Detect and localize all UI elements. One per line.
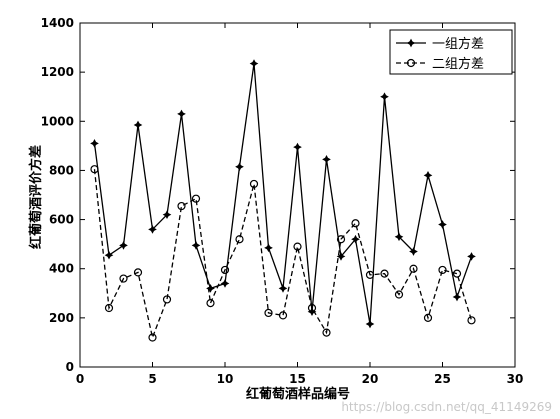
series-1-point-8 [191, 241, 201, 250]
series-1-point-13 [264, 243, 273, 253]
series-1 [90, 59, 476, 329]
series-2-point-27 [467, 316, 476, 325]
x-tick-label-2: 10 [217, 372, 234, 386]
series-1-point-12 [249, 59, 259, 68]
series-1-point-24 [423, 170, 433, 180]
series-1-point-27 [467, 252, 476, 261]
series-2-point-4 [133, 268, 143, 277]
x-tick-label-0: 0 [76, 372, 84, 386]
y-tick-label-0: 0 [66, 360, 74, 374]
series-2-point-9 [206, 299, 215, 308]
series-1-point-11 [235, 162, 244, 172]
x-tick-label-1: 5 [148, 372, 156, 386]
x-tick-label-6: 30 [507, 372, 524, 386]
series-2-point-20 [365, 270, 375, 279]
series-1-point-3 [119, 241, 128, 250]
x-tick-label-5: 25 [434, 372, 451, 386]
series-2-point-8 [191, 194, 201, 203]
series-2-point-11 [235, 235, 244, 244]
x-axis-title: 红葡萄酒样品编号 [246, 386, 350, 402]
series-1-point-17 [322, 155, 331, 164]
y-tick-label-7: 1400 [41, 16, 74, 30]
y-tick-label-3: 600 [49, 213, 74, 227]
series-2-point-21 [380, 269, 389, 278]
y-tick-label-5: 1000 [41, 114, 74, 128]
legend-marker-2 [406, 58, 416, 68]
series-1-point-25 [438, 220, 447, 229]
series-1-point-22 [394, 232, 404, 242]
legend-label-2: 二组方差 [432, 56, 484, 72]
y-tick-label-4: 800 [49, 163, 74, 177]
x-tick-label-3: 15 [289, 372, 306, 386]
series-2-point-6 [162, 295, 172, 304]
y-tick-label-6: 1200 [41, 65, 74, 79]
series-2-point-15 [293, 242, 302, 251]
series-1-point-6 [162, 210, 172, 220]
series-2-point-19 [351, 219, 360, 228]
series-1-point-4 [133, 120, 143, 130]
series-2-point-18 [336, 235, 346, 244]
series-2-point-25 [438, 265, 447, 275]
series-1-point-5 [148, 225, 157, 234]
axes: 0 5 10 15 20 25 30 0 200 400 600 800 1000 1200 1400 [41, 16, 524, 386]
series-2-point-26 [452, 269, 462, 278]
series-2-point-22 [394, 290, 404, 299]
legend-label-1: 一组方差 [432, 36, 484, 52]
series-2-point-16 [307, 303, 317, 313]
series-1-point-7 [177, 109, 186, 119]
series-2-point-13 [264, 308, 273, 318]
series-2-point-5 [148, 333, 157, 342]
watermark: https://blog.csdn.net/qq_41149269 [341, 400, 552, 414]
series-2-point-2 [104, 303, 114, 313]
series-1-point-15 [293, 142, 302, 152]
legend-marker-1 [406, 38, 416, 48]
series-1-point-23 [409, 247, 418, 256]
plot-area [79, 22, 516, 368]
series-2-point-7 [177, 201, 186, 211]
series-1-point-14 [278, 284, 288, 293]
series-group [90, 59, 476, 342]
series-1-point-26 [452, 292, 462, 302]
series-2-point-1 [90, 165, 99, 174]
series-1-point-2 [104, 250, 114, 260]
y-tick-label-1: 200 [49, 311, 74, 325]
series-1-point-21 [380, 92, 389, 102]
series-1-point-19 [351, 234, 360, 244]
series-2 [90, 165, 476, 342]
series-2-point-10 [220, 265, 230, 275]
series-2-point-14 [278, 311, 288, 320]
series-1-point-18 [336, 252, 346, 261]
series-2-point-3 [119, 274, 128, 283]
series-2-line [93, 169, 473, 340]
series-2-point-17 [322, 328, 331, 337]
series-1-point-20 [365, 319, 375, 329]
series-1-point-1 [90, 139, 99, 148]
y-axis-title: 红葡萄酒评价方差 [28, 145, 44, 249]
x-tick-label-4: 20 [362, 372, 379, 386]
plot-frame [79, 22, 516, 368]
series-2-point-23 [409, 264, 418, 273]
series-2-point-12 [249, 179, 259, 189]
series-2-point-24 [423, 313, 433, 322]
y-tick-label-2: 400 [49, 262, 74, 276]
series-1-point-10 [220, 279, 230, 288]
